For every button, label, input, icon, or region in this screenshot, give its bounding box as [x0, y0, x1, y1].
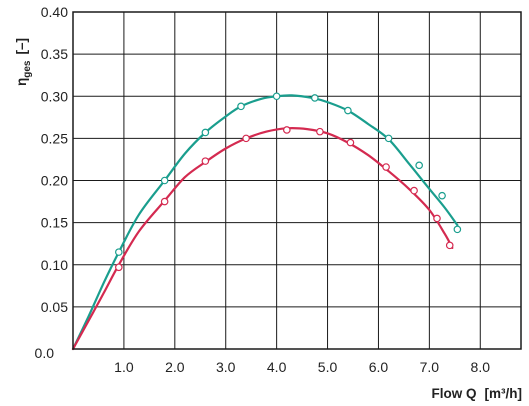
data-point-1: [438, 191, 446, 200]
data-point-1: [272, 92, 281, 101]
x-tick-label: 3.0: [216, 359, 236, 375]
data-point-1: [201, 128, 210, 137]
origin-tick-label: 0.0: [35, 345, 55, 361]
data-point-1: [415, 161, 423, 170]
x-tick-label: 8.0: [471, 359, 491, 375]
data-point-2: [242, 134, 250, 143]
x-tick-label: 7.0: [420, 359, 440, 375]
y-axis-title-unit: [–]: [14, 38, 29, 55]
y-tick-label: 0.30: [41, 88, 68, 104]
y-tick-label: 0.20: [41, 173, 68, 189]
data-point-2: [346, 138, 355, 147]
y-axis-title-main: η: [14, 78, 29, 86]
data-point-1: [160, 176, 169, 185]
data-point-1: [344, 106, 352, 115]
x-tick-label: 1.0: [114, 359, 134, 375]
series-line-1: [71, 94, 459, 351]
data-point-1: [115, 248, 123, 256]
data-point-1: [453, 225, 462, 234]
y-tick-label: 0.40: [41, 4, 68, 20]
data-point-2: [382, 163, 390, 171]
tick-labels: 1.0 2.0 3.0 4.0 5.0 6.0 7.0 8.0 0.0 0.05 0.10 0.15 0…: [35, 4, 491, 375]
y-axis-title: ηges [–]: [14, 38, 33, 86]
y-tick-label: 0.25: [41, 130, 68, 146]
data-point-2: [410, 186, 418, 195]
y-tick-label: 0.15: [41, 215, 68, 231]
x-tick-label: 6.0: [369, 359, 389, 375]
x-axis-title-unit: [m³/h]: [485, 386, 523, 401]
data-point-2: [115, 263, 123, 272]
y-tick-label: 0.05: [41, 299, 68, 315]
x-tick-label: 2.0: [165, 359, 185, 375]
x-axis-title: Flow Q [m³/h]: [432, 386, 523, 401]
series-layer: [71, 92, 462, 351]
data-point-2: [445, 241, 454, 250]
data-point-1: [311, 94, 319, 102]
x-axis-title-main: Flow Q: [432, 386, 477, 401]
grid: [73, 11, 521, 349]
y-tick-label: 0.35: [41, 46, 68, 62]
data-point-1: [237, 102, 245, 111]
data-point-2: [201, 157, 210, 165]
data-point-2: [283, 126, 291, 134]
y-tick-label: 0.10: [41, 257, 68, 273]
data-point-2: [160, 197, 169, 206]
y-axis-title-sub: ges: [22, 60, 33, 78]
data-point-1: [384, 134, 393, 143]
x-tick-label: 4.0: [267, 359, 287, 375]
x-tick-label: 5.0: [318, 359, 338, 375]
data-point-2: [316, 127, 324, 136]
series-line-2: [71, 127, 454, 351]
data-point-2: [433, 214, 441, 223]
plot-frame: [72, 11, 522, 350]
